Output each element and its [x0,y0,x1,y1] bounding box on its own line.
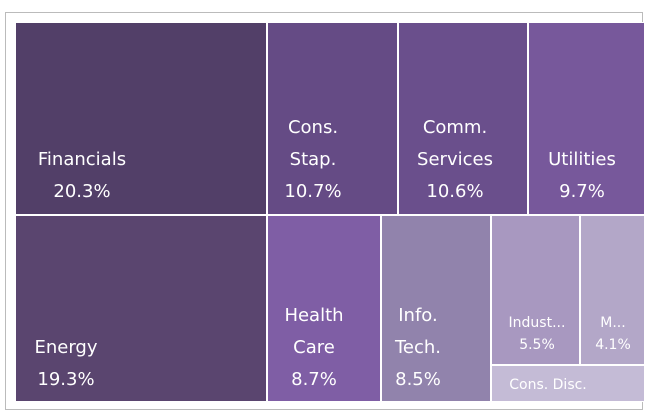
tile-label: Health Care 8.7% [274,300,354,396]
category-name: Utilities [548,149,616,170]
value-label: 8.5% [395,369,441,390]
tile-label: Comm. Services 10.6% [405,112,505,208]
category-name: Indust... [508,315,566,331]
tile-label: Cons. Stap. 10.7% [278,112,348,208]
tile-label: Info. Tech. 8.5% [388,300,448,396]
category-name: Health Care [284,305,344,358]
value-label: 10.7% [284,181,342,202]
tile-label: Energy 19.3% [0,332,136,396]
value-label: 20.3% [53,181,111,202]
tile [15,215,267,402]
tile [528,22,645,215]
tile-label: Utilities 9.7% [532,144,632,208]
tile-label: M... 4.1% [583,312,643,356]
tile-label: Financials 20.3% [12,144,152,208]
tile [580,215,645,365]
category-name: Energy [34,337,98,358]
tile [381,215,491,402]
category-name: M... [600,315,626,331]
category-name: Cons. Disc. [509,377,587,393]
tile [267,22,398,215]
value-label: 5.5% [519,337,555,353]
tile [267,215,381,402]
tile [491,365,645,402]
value-label: 4.1% [595,337,631,353]
tile [491,215,580,365]
category-name: Comm. Services [417,117,493,170]
tile-label: Cons. Disc. [478,374,618,396]
value-label: 8.7% [291,369,337,390]
tile [15,22,267,215]
value-label: 10.6% [426,181,484,202]
tile [398,22,528,215]
category-name: Cons. Stap. [287,117,339,170]
category-name: Info. Tech. [394,305,442,358]
category-name: Financials [37,149,127,170]
value-label: 9.7% [559,181,605,202]
value-label: 19.3% [37,369,95,390]
tile-label: Indust... 5.5% [495,312,580,356]
